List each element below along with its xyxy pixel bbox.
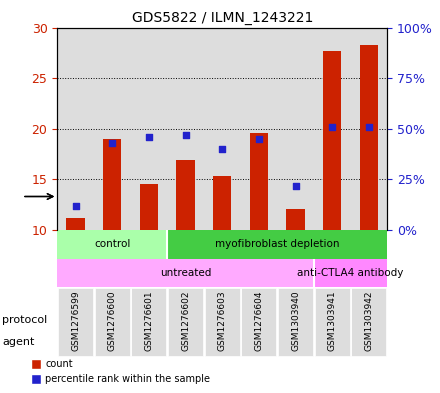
FancyBboxPatch shape — [58, 288, 93, 356]
Point — [365, 124, 372, 130]
Point — [255, 136, 262, 142]
FancyBboxPatch shape — [315, 288, 350, 356]
Point — [219, 146, 226, 152]
Bar — [204, 28, 241, 230]
Bar — [131, 28, 167, 230]
Text: untreated: untreated — [160, 268, 211, 278]
Text: GSM1276604: GSM1276604 — [254, 290, 264, 351]
Bar — [286, 209, 305, 230]
Bar — [57, 230, 167, 259]
Bar — [314, 259, 387, 287]
Bar — [351, 28, 387, 230]
Point — [292, 182, 299, 189]
Point — [182, 132, 189, 138]
Text: protocol: protocol — [2, 315, 48, 325]
Bar — [57, 28, 94, 230]
FancyBboxPatch shape — [278, 288, 313, 356]
Point — [72, 203, 79, 209]
Bar — [57, 259, 314, 287]
Bar — [103, 139, 121, 230]
Text: GSM1303940: GSM1303940 — [291, 290, 300, 351]
FancyBboxPatch shape — [241, 288, 276, 356]
Bar — [250, 133, 268, 230]
Bar — [167, 230, 387, 259]
FancyBboxPatch shape — [351, 288, 386, 356]
FancyBboxPatch shape — [168, 288, 203, 356]
Title: GDS5822 / ILMN_1243221: GDS5822 / ILMN_1243221 — [132, 11, 313, 25]
Text: agent: agent — [2, 337, 35, 347]
FancyBboxPatch shape — [95, 288, 130, 356]
Text: anti-CTLA4 antibody: anti-CTLA4 antibody — [297, 268, 404, 278]
Text: GSM1276600: GSM1276600 — [108, 290, 117, 351]
Legend: count, percentile rank within the sample: count, percentile rank within the sample — [27, 356, 214, 388]
Text: myofibroblast depletion: myofibroblast depletion — [215, 239, 339, 249]
Text: GSM1276603: GSM1276603 — [218, 290, 227, 351]
Text: GSM1276602: GSM1276602 — [181, 290, 190, 351]
Bar — [314, 28, 351, 230]
Bar — [277, 28, 314, 230]
Bar — [94, 28, 131, 230]
Text: GSM1303941: GSM1303941 — [328, 290, 337, 351]
Bar — [360, 45, 378, 230]
Text: GSM1303942: GSM1303942 — [364, 290, 374, 351]
Bar — [323, 51, 341, 230]
Bar — [241, 28, 277, 230]
Text: control: control — [94, 239, 130, 249]
Point — [109, 140, 116, 146]
Bar — [176, 160, 194, 230]
Bar — [167, 28, 204, 230]
Bar — [140, 184, 158, 230]
FancyBboxPatch shape — [131, 288, 166, 356]
FancyBboxPatch shape — [205, 288, 240, 356]
Text: GSM1276599: GSM1276599 — [71, 290, 80, 351]
Point — [329, 124, 336, 130]
Bar — [213, 176, 231, 230]
Bar — [66, 218, 85, 230]
Text: GSM1276601: GSM1276601 — [144, 290, 154, 351]
Point — [145, 134, 152, 140]
